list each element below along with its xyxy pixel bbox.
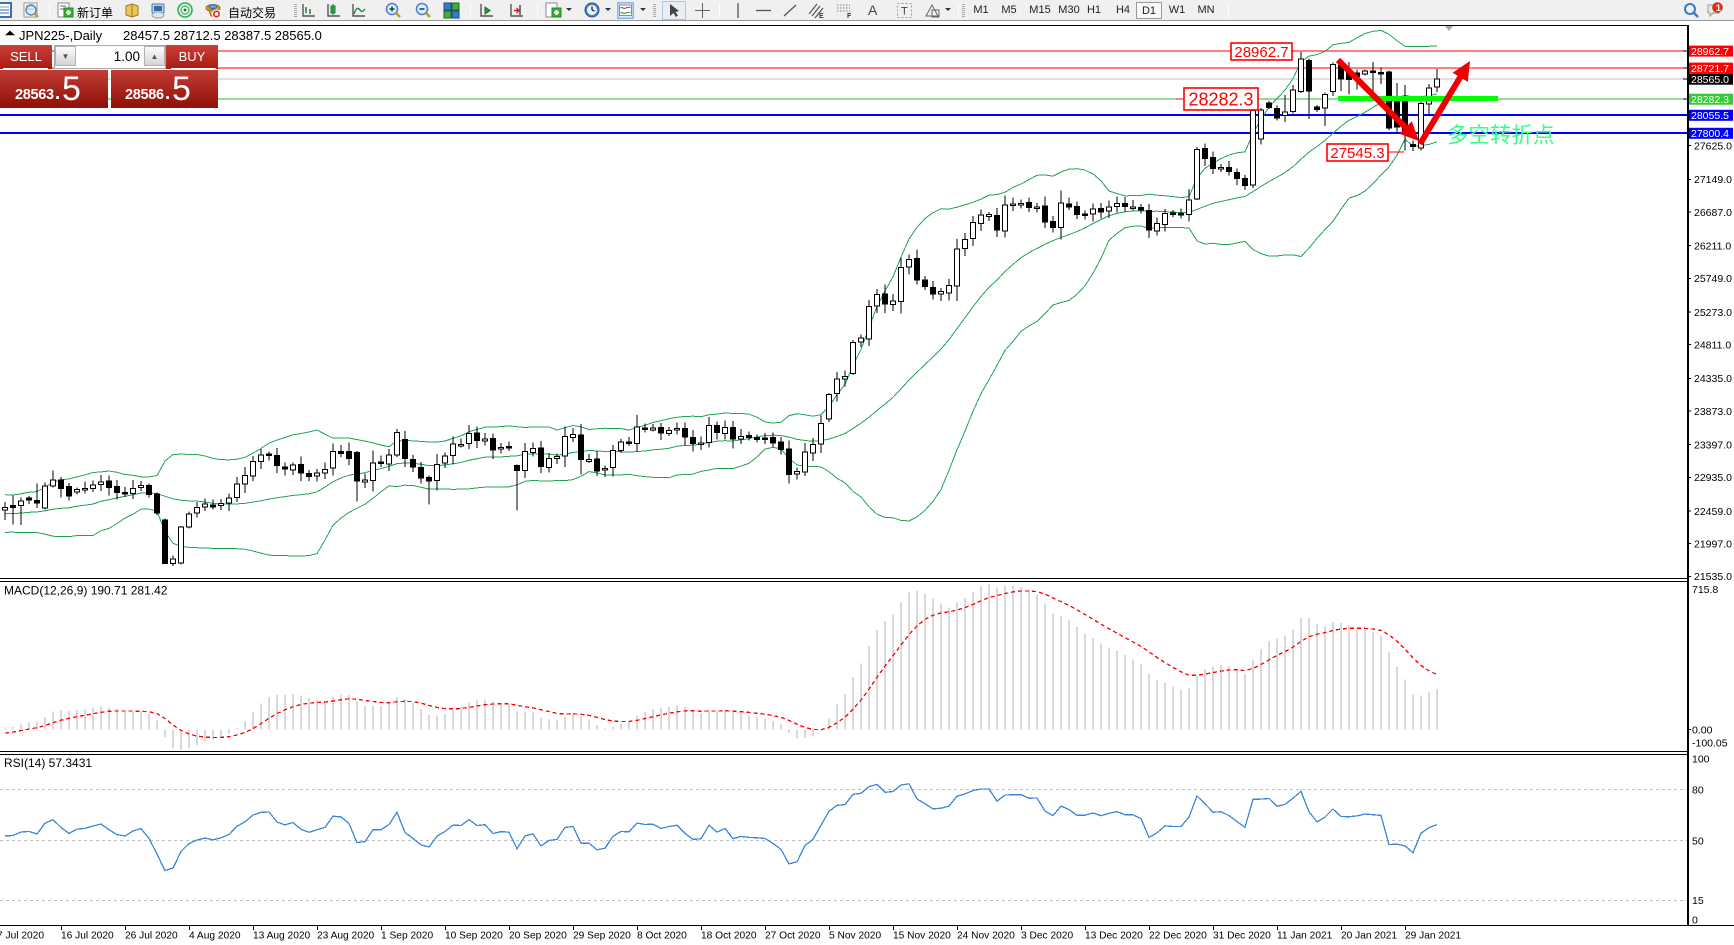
- svg-text:0.00: 0.00: [1692, 724, 1713, 736]
- svg-text:27625.0: 27625.0: [1694, 141, 1732, 153]
- svg-text:24335.0: 24335.0: [1694, 373, 1732, 385]
- svg-text:28282.3: 28282.3: [1691, 94, 1729, 106]
- svg-text:25273.0: 25273.0: [1694, 307, 1732, 319]
- svg-text:F: F: [847, 13, 852, 19]
- svg-text:20 Sep 2020: 20 Sep 2020: [509, 931, 567, 942]
- svg-text:23873.0: 23873.0: [1694, 406, 1732, 418]
- svg-text:0: 0: [1692, 915, 1698, 927]
- svg-text:28962.7: 28962.7: [1691, 46, 1729, 58]
- svg-text:4 Aug 2020: 4 Aug 2020: [189, 931, 241, 942]
- svg-text:JPN225-,Daily: JPN225-,Daily: [19, 28, 103, 43]
- svg-text:-100.05: -100.05: [1692, 738, 1728, 750]
- svg-text:24811.0: 24811.0: [1694, 340, 1731, 352]
- svg-text:23397.0: 23397.0: [1694, 440, 1732, 452]
- svg-text:10 Sep 2020: 10 Sep 2020: [445, 931, 503, 942]
- svg-text:28055.5: 28055.5: [1691, 110, 1729, 122]
- svg-text:28962.7: 28962.7: [1234, 44, 1288, 61]
- svg-text:28282.3: 28282.3: [1188, 89, 1253, 109]
- svg-text:24 Nov 2020: 24 Nov 2020: [957, 931, 1015, 942]
- svg-text:50: 50: [1692, 836, 1704, 848]
- svg-text:7 Jul 2020: 7 Jul 2020: [0, 931, 44, 942]
- svg-text:1 Sep 2020: 1 Sep 2020: [381, 931, 433, 942]
- svg-text:715.8: 715.8: [1692, 584, 1718, 596]
- svg-text:T: T: [901, 6, 908, 18]
- svg-text:20 Jan 2021: 20 Jan 2021: [1341, 931, 1397, 942]
- svg-text:8 Oct 2020: 8 Oct 2020: [637, 931, 687, 942]
- svg-text:27 Oct 2020: 27 Oct 2020: [765, 931, 821, 942]
- svg-text:29 Jan 2021: 29 Jan 2021: [1405, 931, 1461, 942]
- svg-text:26211.0: 26211.0: [1694, 241, 1731, 253]
- svg-text:26687.0: 26687.0: [1694, 207, 1732, 219]
- svg-text:5 Nov 2020: 5 Nov 2020: [829, 931, 881, 942]
- svg-text:18 Oct 2020: 18 Oct 2020: [701, 931, 757, 942]
- svg-text:E: E: [819, 13, 824, 19]
- svg-text:31 Dec 2020: 31 Dec 2020: [1213, 931, 1271, 942]
- svg-text:29 Sep 2020: 29 Sep 2020: [573, 931, 631, 942]
- svg-text:28457.5 28712.5 28387.5 28565.: 28457.5 28712.5 28387.5 28565.0: [123, 28, 322, 43]
- svg-text:11 Jan 2021: 11 Jan 2021: [1277, 931, 1333, 942]
- svg-text:22935.0: 22935.0: [1694, 472, 1732, 484]
- svg-text:28565.0: 28565.0: [1691, 74, 1729, 86]
- svg-text:25749.0: 25749.0: [1694, 273, 1732, 285]
- svg-text:15 Nov 2020: 15 Nov 2020: [893, 931, 951, 942]
- svg-text:27149.0: 27149.0: [1694, 174, 1732, 186]
- svg-text:21997.0: 21997.0: [1694, 539, 1732, 551]
- svg-text:21535.0: 21535.0: [1694, 571, 1732, 583]
- svg-text:26 Jul 2020: 26 Jul 2020: [125, 931, 178, 942]
- svg-text:22 Dec 2020: 22 Dec 2020: [1149, 931, 1207, 942]
- svg-text:22459.0: 22459.0: [1694, 506, 1732, 518]
- svg-text:23 Aug 2020: 23 Aug 2020: [317, 931, 375, 942]
- svg-text:16 Jul 2020: 16 Jul 2020: [61, 931, 114, 942]
- svg-text:27800.4: 27800.4: [1691, 128, 1729, 140]
- svg-text:100: 100: [1692, 753, 1710, 765]
- svg-text:13 Aug 2020: 13 Aug 2020: [253, 931, 311, 942]
- svg-text:3 Dec 2020: 3 Dec 2020: [1021, 931, 1073, 942]
- svg-text:15: 15: [1692, 895, 1704, 907]
- svg-text:80: 80: [1692, 785, 1704, 797]
- svg-text:27545.3: 27545.3: [1330, 145, 1384, 162]
- svg-text:13 Dec 2020: 13 Dec 2020: [1085, 931, 1143, 942]
- svg-text:多空转折点: 多空转折点: [1447, 124, 1555, 148]
- svg-text:MACD(12,26,9) 190.71 281.42: MACD(12,26,9) 190.71 281.42: [4, 584, 168, 598]
- svg-text:1: 1: [1716, 3, 1722, 14]
- svg-text:28721.7: 28721.7: [1691, 63, 1729, 75]
- svg-text:RSI(14) 57.3431: RSI(14) 57.3431: [4, 756, 92, 770]
